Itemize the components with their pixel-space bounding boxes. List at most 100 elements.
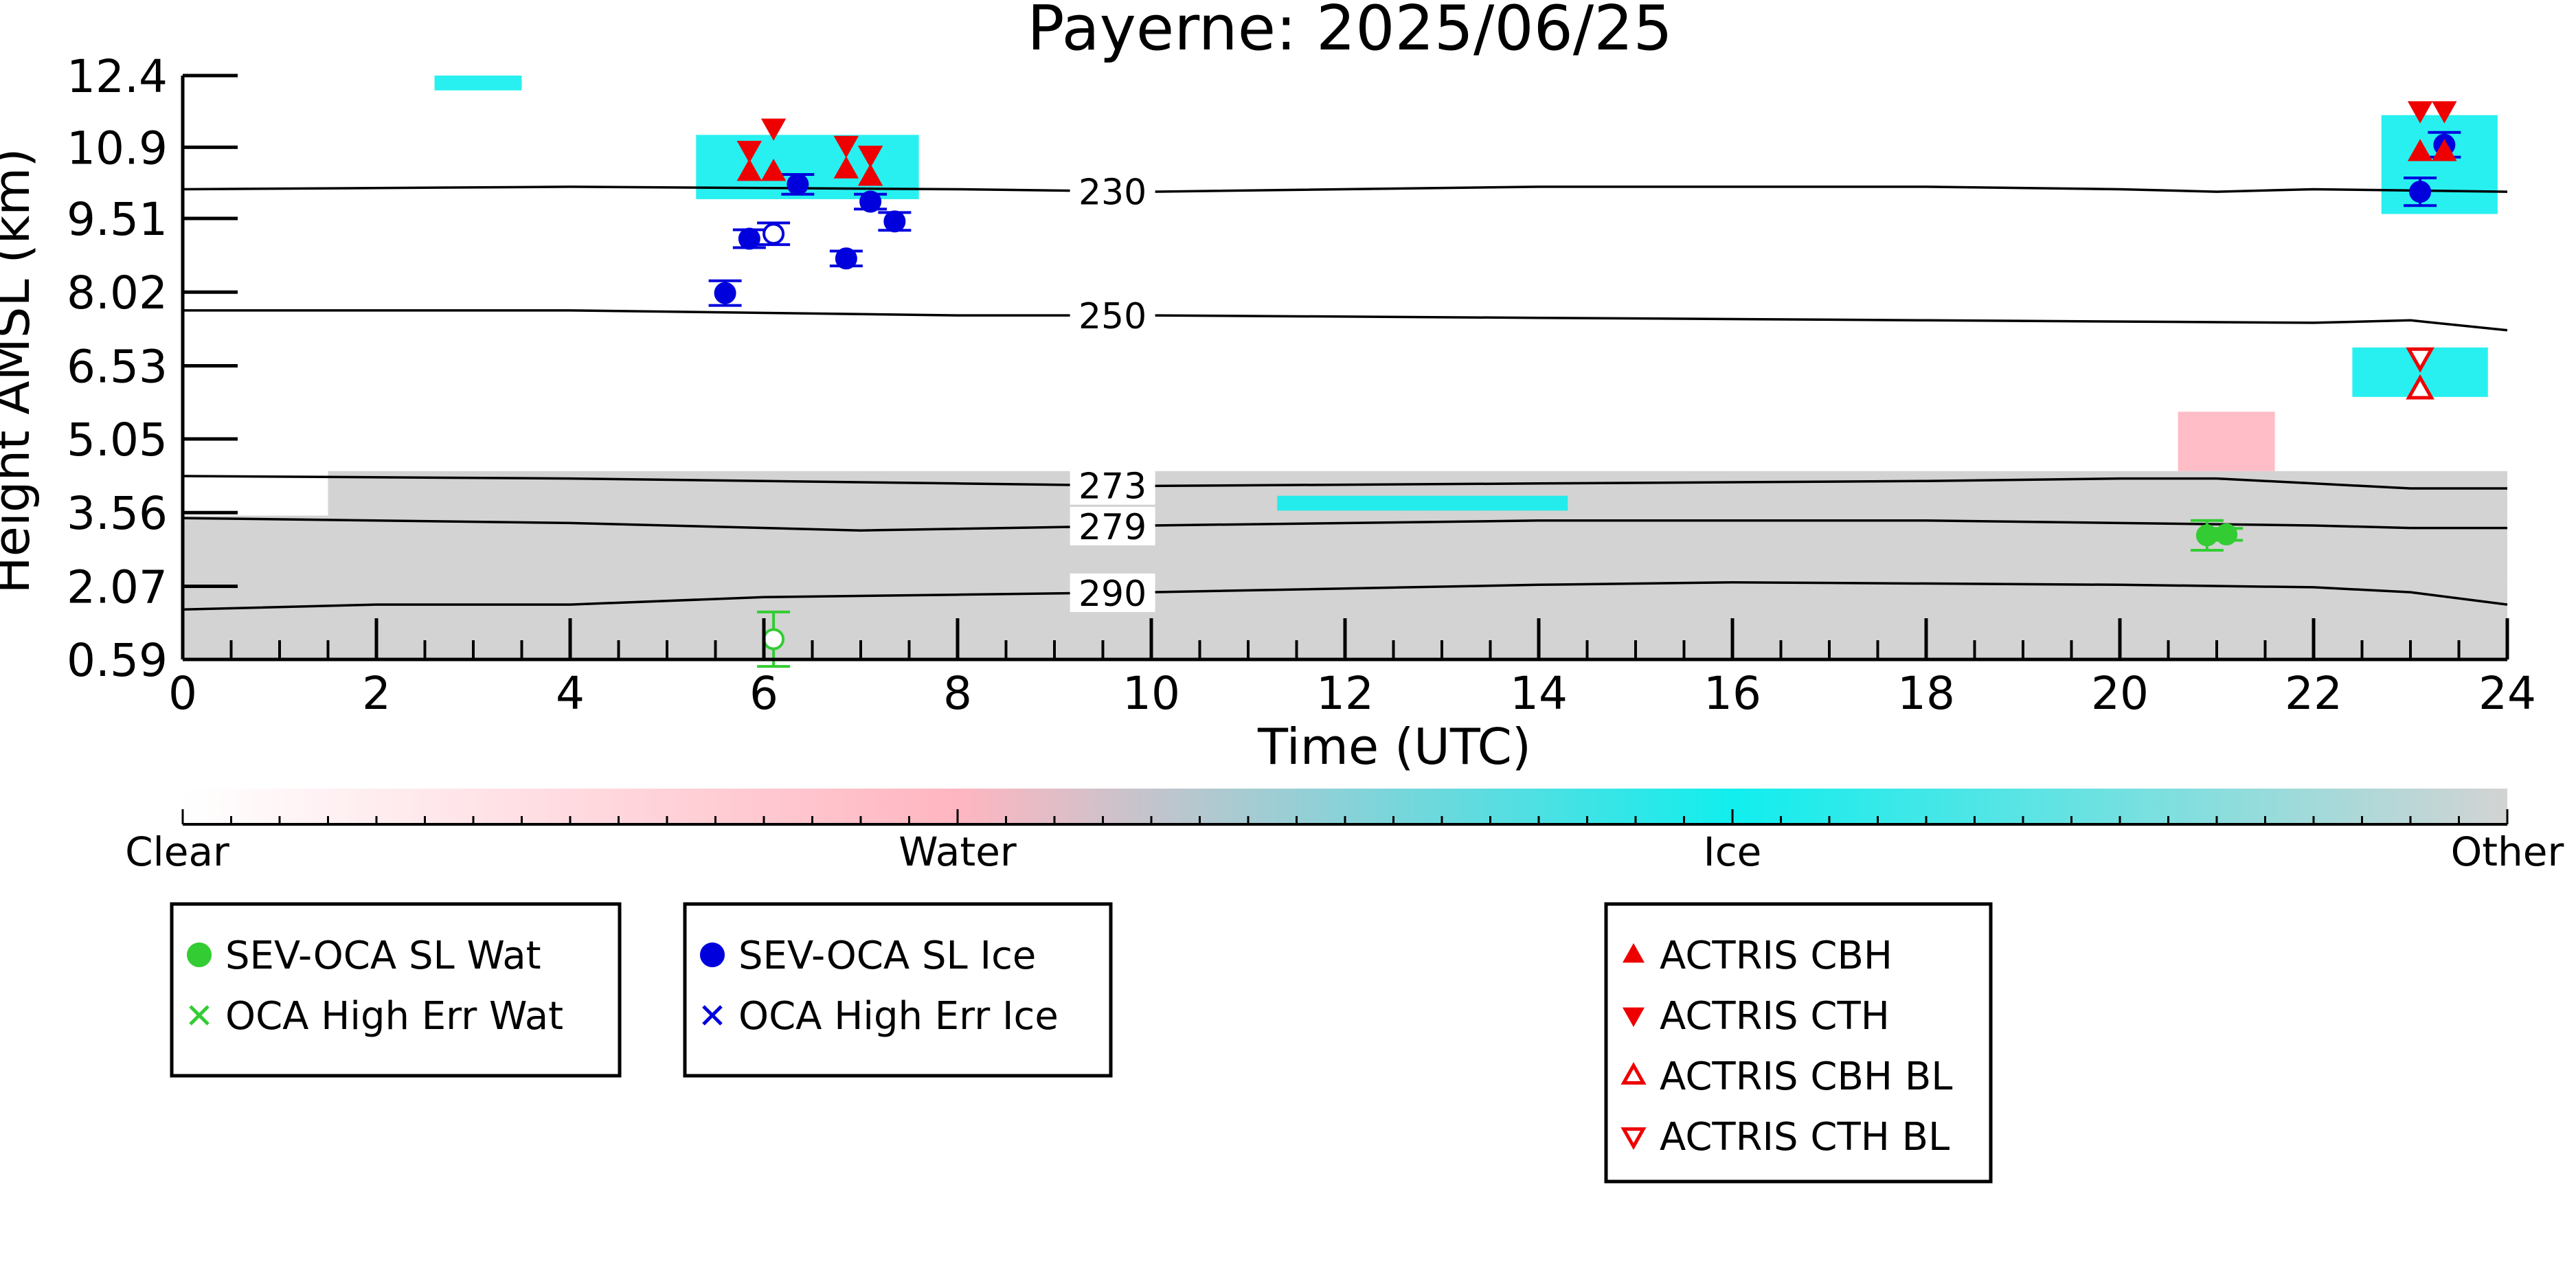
x-tick-label: 4 xyxy=(556,667,585,720)
x-stroke xyxy=(189,1005,210,1026)
data-point-actris-cth xyxy=(833,135,859,159)
legend-frame xyxy=(1604,902,1993,1184)
isotherm-label-273: 273 xyxy=(1078,466,1146,508)
colorbar-label-other: Other xyxy=(2451,828,2564,875)
legend-box-2: SEV-OCA SL Ice OCA High Err Ice xyxy=(683,902,1113,1078)
legend-box-3: ACTRIS CBH ACTRIS CTH ACTRIS CBH BL ACTRIS … xyxy=(1604,902,1993,1184)
y-tick-label: 5.05 xyxy=(67,414,168,466)
legend-frame xyxy=(170,902,622,1078)
x-tick-label: 20 xyxy=(2091,667,2149,720)
legend-marker xyxy=(189,1005,210,1026)
isotherm-label-250: 250 xyxy=(1078,296,1146,337)
y-axis-label: Height AMSL (km) xyxy=(0,148,41,594)
isotherm-label-230: 230 xyxy=(1078,172,1146,213)
x-axis-label: Time (UTC) xyxy=(1257,718,1531,776)
x-tick-label: 0 xyxy=(168,667,197,720)
isotherm-label-bg xyxy=(1070,573,1155,612)
y-tick-label: 10.9 xyxy=(67,122,168,174)
isotherm-290 xyxy=(182,580,2508,611)
colorbar-label-water: Water xyxy=(899,828,1017,875)
y-tick-label: 0.59 xyxy=(67,634,168,687)
x-tick-label: 6 xyxy=(749,667,778,720)
data-point-sev-oca-sl-ice xyxy=(762,223,785,245)
isotherm-label-290: 290 xyxy=(1078,574,1146,615)
x-tick-label: 16 xyxy=(1704,667,1761,720)
legend-marker xyxy=(700,942,725,967)
legend-label: ACTRIS CTH BL xyxy=(1660,1115,1950,1160)
y-tick-label: 9.51 xyxy=(67,193,168,246)
data-point-actris-cth xyxy=(857,146,883,168)
legend-marker xyxy=(1620,1127,1647,1151)
data-point-actris-cbh-bl xyxy=(2406,374,2434,400)
isotherm-250 xyxy=(183,309,2508,332)
isotherm-label-bg xyxy=(1070,296,1155,335)
data-point-actris-cth-bl xyxy=(2406,347,2434,373)
isotherm-label-279: 279 xyxy=(1078,507,1146,548)
data-point-actris-cbh xyxy=(2432,139,2457,161)
data-point-actris-cbh xyxy=(760,159,787,181)
data-point-actris-cth xyxy=(736,140,762,163)
marker-layer xyxy=(708,101,2461,668)
legend-label: SEV-OCA SL Ice xyxy=(738,934,1036,978)
x-tick-label: 14 xyxy=(1510,667,1568,720)
legend-marker xyxy=(187,942,212,967)
data-point-sev-oca-sl-wat xyxy=(762,628,785,651)
data-point-actris-cbh xyxy=(2407,139,2433,161)
cloud-mask-layer xyxy=(183,76,2507,659)
x-tick-label: 8 xyxy=(943,667,972,720)
mask-region-water xyxy=(2178,411,2275,471)
y-tick-label: 2.07 xyxy=(67,561,168,613)
legend-label: ACTRIS CBH xyxy=(1660,934,1893,978)
data-point-sev-oca-sl-ice xyxy=(714,282,736,304)
data-point-actris-cbh xyxy=(833,156,859,179)
data-point-sev-oca-sl-wat xyxy=(2215,523,2238,545)
x-tick-label: 24 xyxy=(2478,667,2536,720)
data-point-actris-cth xyxy=(2407,101,2433,124)
isotherm-230 xyxy=(182,185,2508,193)
axes: 0 2 4 6 8 10 12 14 16 18 20 22 240.592.073.565.056.5… xyxy=(67,50,2536,720)
data-point-sev-oca-sl-ice xyxy=(883,210,906,233)
legend-marker xyxy=(1622,1007,1645,1027)
legend-frame xyxy=(683,902,1113,1078)
y-tick-label: 8.02 xyxy=(67,267,168,319)
isotherm-label-bg xyxy=(1070,506,1155,545)
data-point-actris-cbh xyxy=(736,159,762,181)
legend-marker xyxy=(702,1005,723,1026)
legend-label: OCA High Err Ice xyxy=(738,994,1059,1039)
data-point-sev-oca-sl-ice xyxy=(787,173,809,196)
colorbar-label-ice: Ice xyxy=(1704,828,1762,875)
colorbar-label-clear: Clear xyxy=(125,828,229,875)
legend-label: ACTRIS CTH xyxy=(1660,994,1890,1039)
x-stroke xyxy=(702,1005,723,1026)
colorbar-ticks xyxy=(181,809,2509,826)
y-tick-label: 6.53 xyxy=(67,340,168,393)
y-tick-label: 3.56 xyxy=(67,487,168,540)
legend-label: SEV-OCA SL Wat xyxy=(225,934,541,978)
legend-label: OCA High Err Wat xyxy=(225,994,563,1039)
data-point-sev-oca-sl-ice xyxy=(2409,181,2432,203)
colorbar: Clear Water Ice Other xyxy=(125,789,2564,875)
isotherm-273 xyxy=(182,475,2507,490)
x-tick-label: 12 xyxy=(1316,667,1374,720)
legend-marker xyxy=(1620,1061,1647,1085)
mask-region-ice xyxy=(2381,115,2498,214)
chart-title: Payerne: 2025/06/25 xyxy=(1027,0,1673,65)
x-tick-label: 22 xyxy=(2285,667,2342,720)
y-tick-label: 12.4 xyxy=(67,50,168,103)
data-point-sev-oca-sl-ice xyxy=(738,227,760,250)
legend-label: ACTRIS CBH BL xyxy=(1660,1054,1952,1099)
data-point-actris-cth xyxy=(760,118,787,141)
mask-region-ice xyxy=(1277,495,1568,511)
legend-box-1: SEV-OCA SL Wat OCA High Err Wat xyxy=(170,902,622,1078)
x-tick-label: 10 xyxy=(1122,667,1180,720)
isotherm-279 xyxy=(182,517,2507,532)
mask-region-ice xyxy=(434,76,522,91)
legend-marker xyxy=(1622,943,1645,963)
mask-region-other xyxy=(183,515,2507,580)
data-point-sev-oca-sl-ice xyxy=(859,190,882,213)
data-point-actris-cth xyxy=(2432,101,2457,124)
